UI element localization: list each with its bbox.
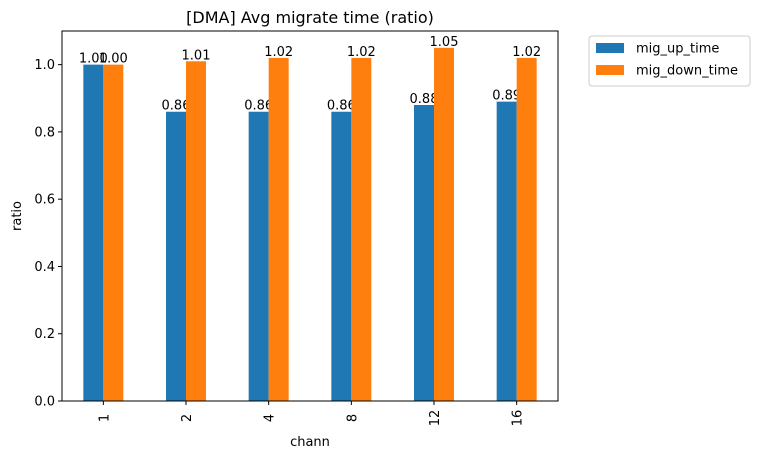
x-tick-label: 2 [180, 414, 195, 422]
y-axis-label: ratio [10, 201, 25, 231]
y-tick-label: 1.0 [34, 58, 55, 73]
y-tick-label: 0.0 [34, 395, 55, 410]
y-tick-label: 0.6 [34, 193, 55, 208]
data-label-mig_down_time-16: 1.02 [512, 45, 541, 60]
legend-swatch-mig_up_time [596, 43, 624, 53]
x-tick-label: 12 [428, 410, 443, 427]
data-label-mig_up_time-16: 0.89 [492, 89, 521, 104]
data-label-mig_up_time-12: 0.88 [410, 92, 439, 107]
bar-mig_down_time-8 [351, 57, 372, 402]
legend-swatch-mig_down_time [596, 65, 624, 75]
legend: mig_up_time mig_down_time [588, 35, 751, 87]
bar-mig_up_time-2 [166, 111, 186, 402]
y-tick-label: 0.2 [34, 327, 55, 342]
data-label-mig_up_time-4: 0.86 [244, 99, 273, 114]
bar-mig_down_time-16 [516, 57, 537, 402]
data-label-mig_up_time-1: 1.00 [79, 52, 108, 67]
bar-mig_up_time-12 [414, 105, 434, 401]
data-label-mig_up_time-2: 0.86 [162, 99, 191, 114]
plot-frame [61, 30, 559, 402]
y-tick-label: 0.8 [34, 125, 55, 140]
bar-mig_down_time-2 [186, 61, 206, 401]
y-tick-label: 0.4 [34, 260, 55, 275]
bar-mig_down_time-12 [434, 47, 454, 402]
bar-mig_up_time-16 [496, 101, 517, 402]
bar-mig_up_time-8 [331, 111, 352, 402]
legend-label-mig_down_time: mig_down_time [636, 64, 738, 79]
bar-mig_down_time-1 [103, 64, 124, 402]
chart-title: [DMA] Avg migrate time (ratio) [186, 8, 434, 27]
data-label-mig_down_time-2: 1.01 [182, 48, 211, 63]
data-label-mig_down_time-1: 1.00 [99, 52, 128, 67]
data-label-mig_down_time-4: 1.02 [264, 45, 293, 60]
x-tick-label: 4 [263, 414, 278, 422]
data-label-mig_up_time-8: 0.86 [327, 99, 356, 114]
bar-mig_down_time-4 [268, 57, 289, 402]
bar-mig_up_time-4 [248, 111, 269, 402]
x-tick-label: 8 [345, 414, 360, 422]
plot-area: 1.001.0010.861.0120.861.0240.861.0280.88… [34, 35, 541, 426]
x-axis-label: chann [290, 435, 330, 450]
bar-mig_up_time-1 [83, 64, 104, 402]
legend-frame [588, 35, 751, 87]
data-label-mig_down_time-8: 1.02 [347, 45, 376, 60]
x-tick-label: 1 [97, 414, 112, 422]
data-label-mig_down_time-12: 1.05 [430, 35, 459, 50]
legend-label-mig_up_time: mig_up_time [636, 42, 719, 57]
x-tick-label: 16 [511, 410, 526, 427]
